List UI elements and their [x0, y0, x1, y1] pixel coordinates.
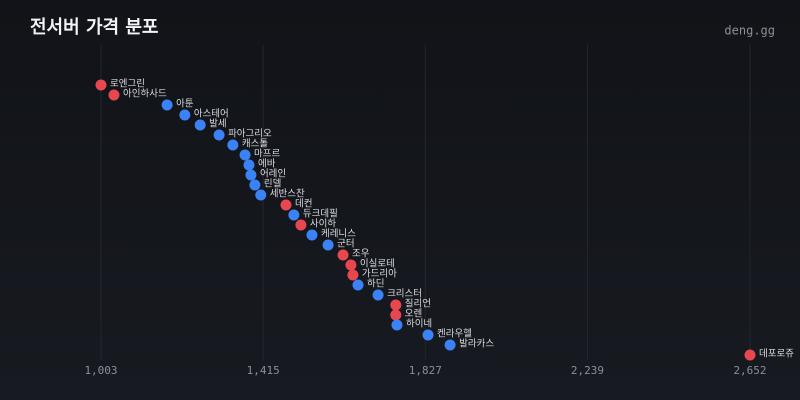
dot-label: 조우 — [352, 249, 370, 260]
dot — [245, 169, 257, 181]
dot-label: 어레인 — [260, 169, 286, 180]
dot-label: 발세 — [209, 119, 226, 130]
dot-label: 크리스터 — [387, 289, 422, 300]
dot-label: 오렌 — [405, 309, 422, 320]
x-tick-label: 2,239 — [571, 364, 604, 377]
dot — [243, 159, 255, 171]
dot — [444, 339, 456, 351]
dot-label: 듀크데필 — [303, 208, 338, 220]
dot-label: 린델 — [264, 178, 282, 190]
dot-label: 하딘 — [367, 278, 384, 290]
chart-title: 전서버 가격 분포 — [30, 17, 158, 38]
dot-label: 발라카스 — [459, 339, 494, 350]
dot — [239, 149, 251, 161]
dot-label: 로엔그린 — [110, 79, 145, 90]
dot — [255, 189, 267, 201]
dot-label: 데컨 — [295, 199, 312, 210]
dot-label: 에바 — [258, 159, 276, 170]
dot-label: 아스테어 — [194, 109, 229, 120]
dot — [280, 199, 292, 211]
dot — [179, 109, 191, 121]
dot-label: 군터 — [337, 239, 354, 250]
x-tick-label: 1,827 — [409, 364, 442, 377]
dot — [288, 209, 300, 221]
dot-label: 데포로쥬 — [759, 349, 794, 360]
dot-label: 캐스톨 — [242, 139, 268, 150]
dot-label: 파아그리오 — [228, 129, 272, 140]
dot — [194, 119, 206, 131]
source: deng.gg — [724, 24, 775, 38]
dot — [295, 219, 307, 231]
x-tick-label: 2,652 — [733, 364, 766, 377]
dot — [372, 289, 384, 301]
dot-label: 이실로테 — [360, 259, 395, 270]
x-tick-label: 1,003 — [84, 364, 117, 377]
dot — [213, 129, 225, 141]
dot — [391, 319, 403, 331]
dot-label: 켄라우헬 — [437, 329, 472, 340]
dot — [390, 309, 402, 321]
dot — [352, 279, 364, 291]
dot — [422, 329, 434, 341]
dot-label: 세반스찬 — [270, 189, 305, 200]
dot — [95, 79, 107, 91]
dot-label: 아툰 — [176, 99, 194, 110]
dot — [161, 99, 173, 111]
dot-label: 하이네 — [406, 318, 432, 330]
dot — [227, 139, 239, 151]
dot-label: 마프르 — [254, 149, 280, 160]
dot — [249, 179, 261, 191]
x-tick-label: 1,415 — [247, 364, 280, 377]
dot — [390, 299, 402, 311]
dot-label: 질리언 — [405, 298, 431, 310]
dot — [345, 259, 357, 271]
dot — [306, 229, 318, 241]
dot-label: 가드리아 — [362, 269, 397, 280]
dot — [347, 269, 359, 281]
dot — [108, 89, 120, 101]
dot-label: 사이하 — [310, 218, 336, 230]
dot — [337, 249, 349, 261]
dot — [322, 239, 334, 251]
dot-label: 아인하사드 — [123, 88, 167, 100]
dot-label: 케레니스 — [321, 229, 356, 240]
dot — [744, 349, 756, 361]
